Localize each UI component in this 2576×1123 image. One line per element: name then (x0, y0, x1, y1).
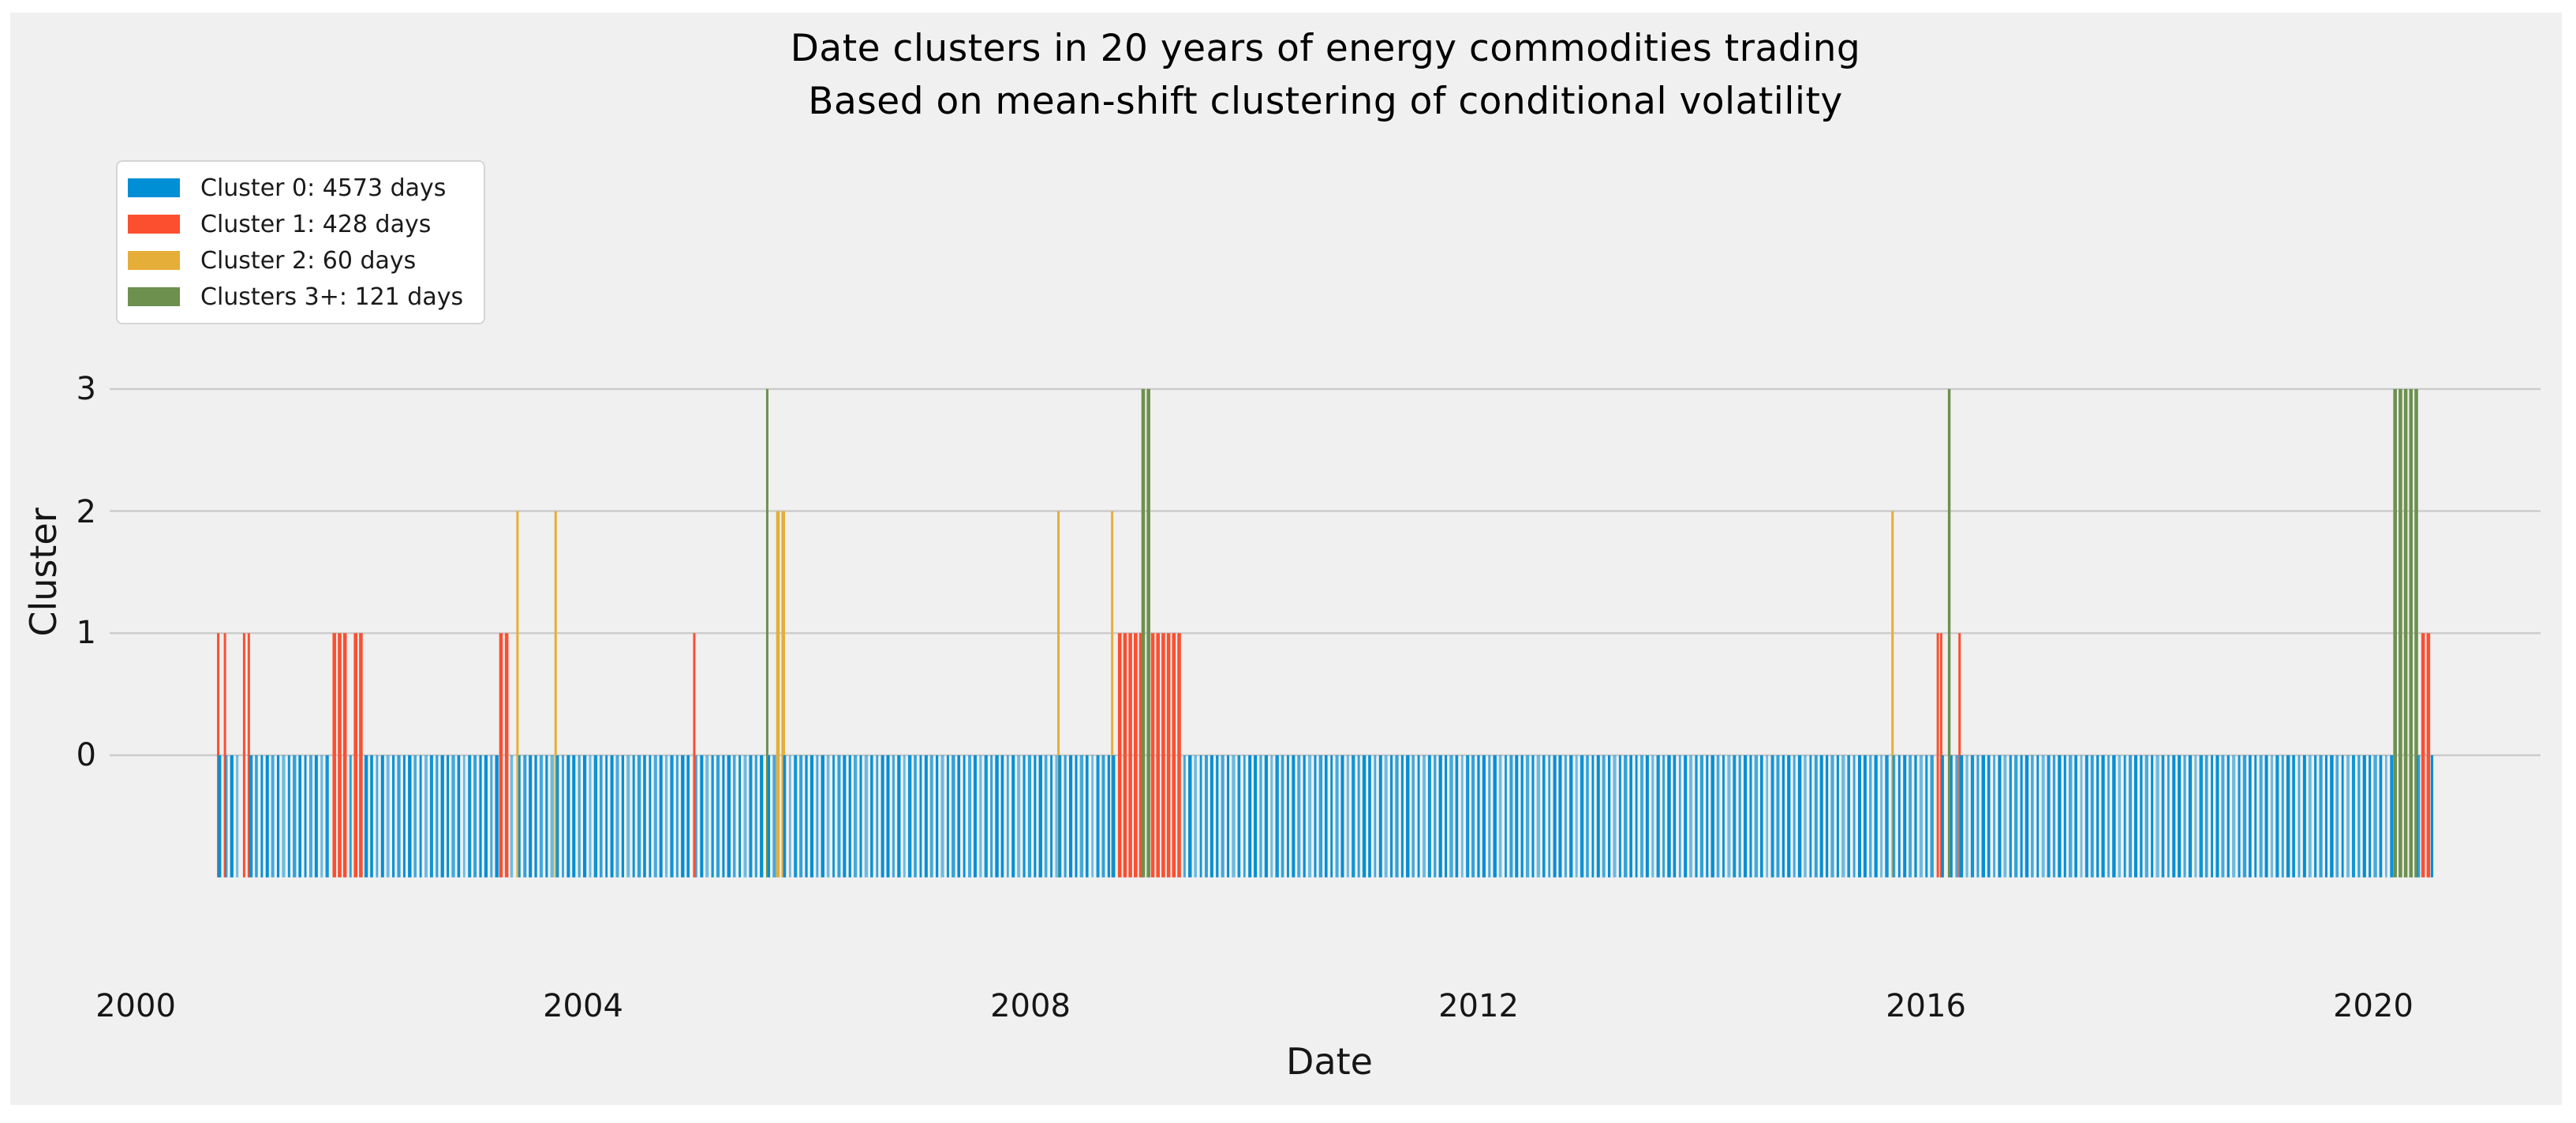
y-tick-2: 2 (76, 494, 96, 530)
chart-title-line1: Date clusters in 20 years of energy comm… (790, 27, 1861, 70)
legend-swatch-cluster2-icon (128, 251, 180, 270)
x-tick-2020: 2020 (2333, 988, 2413, 1024)
x-tick-2012: 2012 (1438, 988, 1519, 1024)
legend-label-cluster1: Cluster 1: 428 days (200, 210, 432, 238)
legend-swatch-cluster3plus-icon (128, 287, 180, 306)
legend-item-cluster1: Cluster 1: 428 days (128, 206, 484, 242)
legend-swatch-cluster0-icon (128, 178, 180, 197)
chart-title-line2: Based on mean-shift clustering of condit… (808, 80, 1843, 123)
legend-item-cluster2: Cluster 2: 60 days (128, 242, 484, 279)
chart-title: Date clusters in 20 years of energy comm… (791, 22, 1861, 128)
legend: Cluster 0: 4573 days Cluster 1: 428 days… (116, 160, 485, 324)
y-tick-0: 0 (76, 737, 96, 773)
legend-label-cluster3plus: Clusters 3+: 121 days (200, 283, 464, 311)
x-axis-label: Date (1286, 1040, 1373, 1083)
x-tick-2008: 2008 (990, 988, 1071, 1024)
legend-swatch-cluster1-icon (128, 215, 180, 234)
legend-label-cluster0: Cluster 0: 4573 days (200, 174, 447, 202)
x-tick-2016: 2016 (1886, 988, 1966, 1024)
y-axis-label: Cluster (22, 507, 65, 637)
x-tick-2000: 2000 (95, 988, 176, 1024)
legend-label-cluster2: Cluster 2: 60 days (200, 246, 417, 275)
legend-item-cluster0: Cluster 0: 4573 days (128, 170, 484, 206)
y-tick-3: 3 (76, 371, 96, 407)
y-tick-1: 1 (76, 615, 96, 651)
legend-item-cluster3plus: Clusters 3+: 121 days (128, 279, 484, 315)
x-tick-2004: 2004 (543, 988, 623, 1024)
